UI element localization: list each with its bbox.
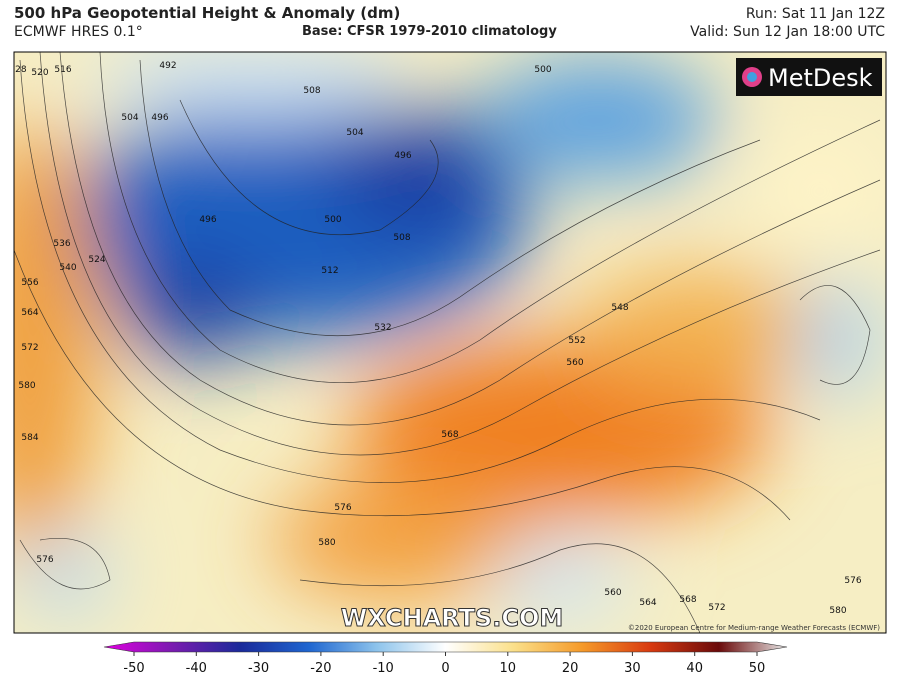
- model: ECMWF HRES 0.1°: [14, 24, 143, 40]
- contour-label: 496: [151, 113, 168, 123]
- contour-label: 496: [199, 215, 216, 225]
- contour-label: 496: [394, 151, 411, 161]
- contour-label: 560: [566, 358, 583, 368]
- run: Run: Sat 11 Jan 12Z: [745, 6, 885, 22]
- contour-label: 548: [611, 303, 628, 313]
- contour-label: 536: [53, 239, 70, 249]
- watermark: WXCHARTS.COM: [341, 604, 563, 632]
- contour-label: 524: [88, 255, 105, 265]
- colorbar-tick-label: 0: [441, 661, 449, 676]
- copyright: ©2020 European Centre for Medium-range W…: [628, 624, 880, 632]
- colorbar-tick-label: -30: [248, 661, 269, 676]
- contour-label: 556: [21, 278, 38, 288]
- base: Base: CFSR 1979-2010 climatology: [302, 24, 557, 39]
- colorbar-tick-label: -20: [310, 661, 331, 676]
- contour-label: 504: [346, 128, 363, 138]
- contour-label: 568: [441, 430, 458, 440]
- colorbar-tick-label: -10: [373, 661, 394, 676]
- contour-label: 532: [374, 323, 391, 333]
- title: 500 hPa Geopotential Height & Anomaly (d…: [14, 4, 401, 22]
- valid: Valid: Sun 12 Jan 18:00 UTC: [690, 24, 885, 40]
- contour-label: 528: [9, 65, 26, 75]
- contour-label: 576: [334, 503, 351, 513]
- contour-label: 540: [59, 263, 76, 273]
- contour-label: 576: [36, 555, 53, 565]
- contour-label: 560: [604, 588, 621, 598]
- logo-text: MetDesk: [768, 64, 873, 92]
- contour-label: 584: [21, 433, 38, 443]
- contour-label: 568: [679, 595, 696, 605]
- colorbar-tick-label: -40: [186, 661, 207, 676]
- contour-label: 516: [54, 65, 71, 75]
- colorbar-tick-label: -50: [123, 661, 144, 676]
- colorbar: -50 -40 -30 -20 -10 0 10 20 30 40 50: [103, 641, 788, 676]
- map-field: 528 520 516 504 496 492 508 504 500 496 496 500 508 5…: [9, 52, 886, 633]
- contour-label: 512: [321, 266, 338, 276]
- contour-label: 564: [639, 598, 656, 608]
- contour-label: 500: [534, 65, 551, 75]
- contour-label: 508: [303, 86, 320, 96]
- map-frame: [13, 51, 887, 634]
- contour-label: 564: [21, 308, 38, 318]
- colorbar-tick-label: 20: [562, 661, 579, 676]
- contour-label: 492: [159, 61, 176, 71]
- contour-label: 580: [18, 381, 35, 391]
- contour-label: 572: [708, 603, 725, 613]
- contour-label: 552: [568, 336, 585, 346]
- contour-label: 504: [121, 113, 138, 123]
- contour-label: 572: [21, 343, 38, 353]
- colorbar-tick-label: 10: [500, 661, 517, 676]
- colorbar-tick-label: 40: [686, 661, 703, 676]
- logo: MetDesk: [736, 58, 882, 96]
- contour-label: 576: [844, 576, 861, 586]
- contour-label: 580: [318, 538, 335, 548]
- contour-label: 508: [393, 233, 410, 243]
- contour-label: 520: [31, 68, 48, 78]
- contour-label: 500: [324, 215, 341, 225]
- colorbar-tick-label: 50: [749, 661, 766, 676]
- colorbar-tick-label: 30: [624, 661, 641, 676]
- contour-label: 580: [829, 606, 846, 616]
